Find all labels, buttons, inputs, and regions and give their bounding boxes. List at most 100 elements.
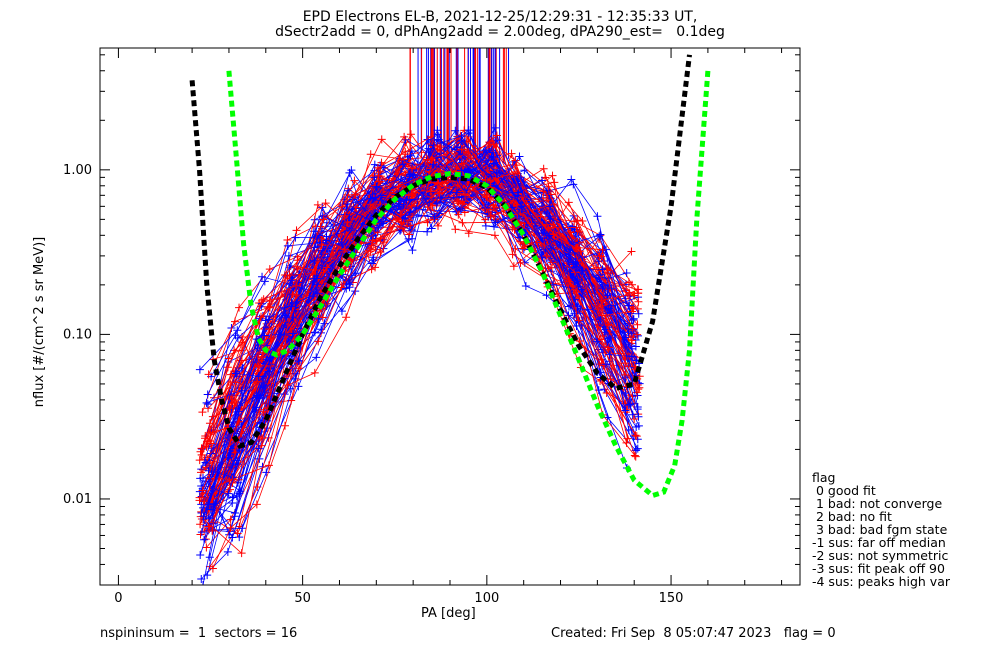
data-point	[379, 219, 388, 228]
data-point	[280, 303, 289, 312]
data-point	[339, 216, 348, 225]
data-point	[195, 365, 204, 374]
data-point	[259, 407, 268, 416]
data-point	[294, 357, 303, 366]
data-point	[231, 317, 240, 326]
data-point	[366, 200, 375, 209]
data-point	[595, 232, 604, 241]
data-point	[542, 251, 551, 260]
data-point	[633, 435, 642, 444]
legend-item: -2 sus: not symmetric	[812, 548, 949, 563]
data-point	[594, 263, 603, 272]
data-point	[400, 132, 409, 141]
data-point	[631, 431, 640, 440]
data-point	[634, 297, 643, 306]
data-point	[404, 191, 413, 200]
chart-subtitle: dSectr2add = 0, dPhAng2add = 2.00deg, dP…	[275, 24, 725, 40]
data-point	[450, 145, 459, 154]
data-point	[451, 225, 460, 234]
data-point	[207, 439, 216, 448]
data-point	[429, 160, 438, 169]
data-point	[536, 212, 545, 221]
data-point	[434, 221, 443, 230]
data-point	[322, 263, 331, 272]
data-point	[625, 288, 634, 297]
data-point	[237, 549, 246, 558]
data-point	[231, 369, 240, 378]
y-tick-label: 0.01	[63, 492, 92, 507]
data-point	[196, 474, 205, 483]
data-point	[266, 334, 275, 343]
data-point	[622, 269, 631, 278]
data-point	[564, 198, 573, 207]
data-point	[407, 201, 416, 210]
data-point	[199, 512, 208, 521]
data-point	[262, 468, 271, 477]
data-point	[544, 182, 553, 191]
data-point	[564, 277, 573, 286]
data-point	[204, 466, 213, 475]
data-point	[292, 262, 301, 271]
data-point	[456, 205, 465, 214]
data-point	[492, 168, 501, 177]
data-point	[310, 368, 319, 377]
data-point	[626, 309, 635, 318]
data-point	[293, 359, 302, 368]
data-point	[538, 228, 547, 237]
data-point	[312, 353, 321, 362]
data-point	[626, 400, 635, 409]
data-point	[493, 136, 502, 145]
data-point	[233, 529, 242, 538]
data-point	[283, 381, 292, 390]
data-point	[593, 305, 602, 314]
data-point	[629, 314, 638, 323]
data-point	[489, 139, 498, 148]
data-point	[539, 164, 548, 173]
data-point	[224, 354, 233, 363]
data-point	[226, 370, 235, 379]
data-point	[481, 175, 490, 184]
data-point	[603, 281, 612, 290]
data-point	[577, 266, 586, 275]
data-point	[451, 126, 460, 135]
data-point	[234, 407, 243, 416]
data-point	[458, 218, 467, 227]
x-axis-label: PA [deg]	[421, 606, 476, 621]
data-point	[205, 514, 214, 523]
data-point	[202, 398, 211, 407]
data-point	[258, 272, 267, 281]
x-tick-label: 150	[659, 591, 684, 606]
legend-item: 0 good fit	[812, 483, 876, 498]
data-point	[199, 581, 208, 585]
data-point	[292, 226, 301, 235]
data-point	[567, 175, 576, 184]
data-point	[235, 533, 244, 542]
data-point	[379, 238, 388, 247]
data-point	[432, 199, 441, 208]
data-point	[574, 316, 583, 325]
data-point	[402, 196, 411, 205]
data-point	[572, 275, 581, 284]
data-point	[516, 210, 525, 219]
data-point	[578, 217, 587, 226]
data-point	[374, 171, 383, 180]
data-point	[487, 152, 496, 161]
data-point	[464, 129, 473, 138]
legend-item: -1 sus: far off median	[812, 535, 946, 550]
data-point	[408, 164, 417, 173]
data-point	[373, 163, 382, 172]
data-point	[464, 147, 473, 156]
data-point	[570, 239, 579, 248]
data-point	[621, 370, 630, 379]
data-point	[460, 159, 469, 168]
data-point	[542, 291, 551, 300]
data-point	[288, 329, 297, 338]
data-point	[198, 408, 207, 417]
data-point	[367, 241, 376, 250]
data-point	[423, 227, 432, 236]
data-point	[569, 180, 578, 189]
data-point	[634, 289, 643, 298]
data-point	[513, 191, 522, 200]
data-point	[634, 309, 643, 318]
